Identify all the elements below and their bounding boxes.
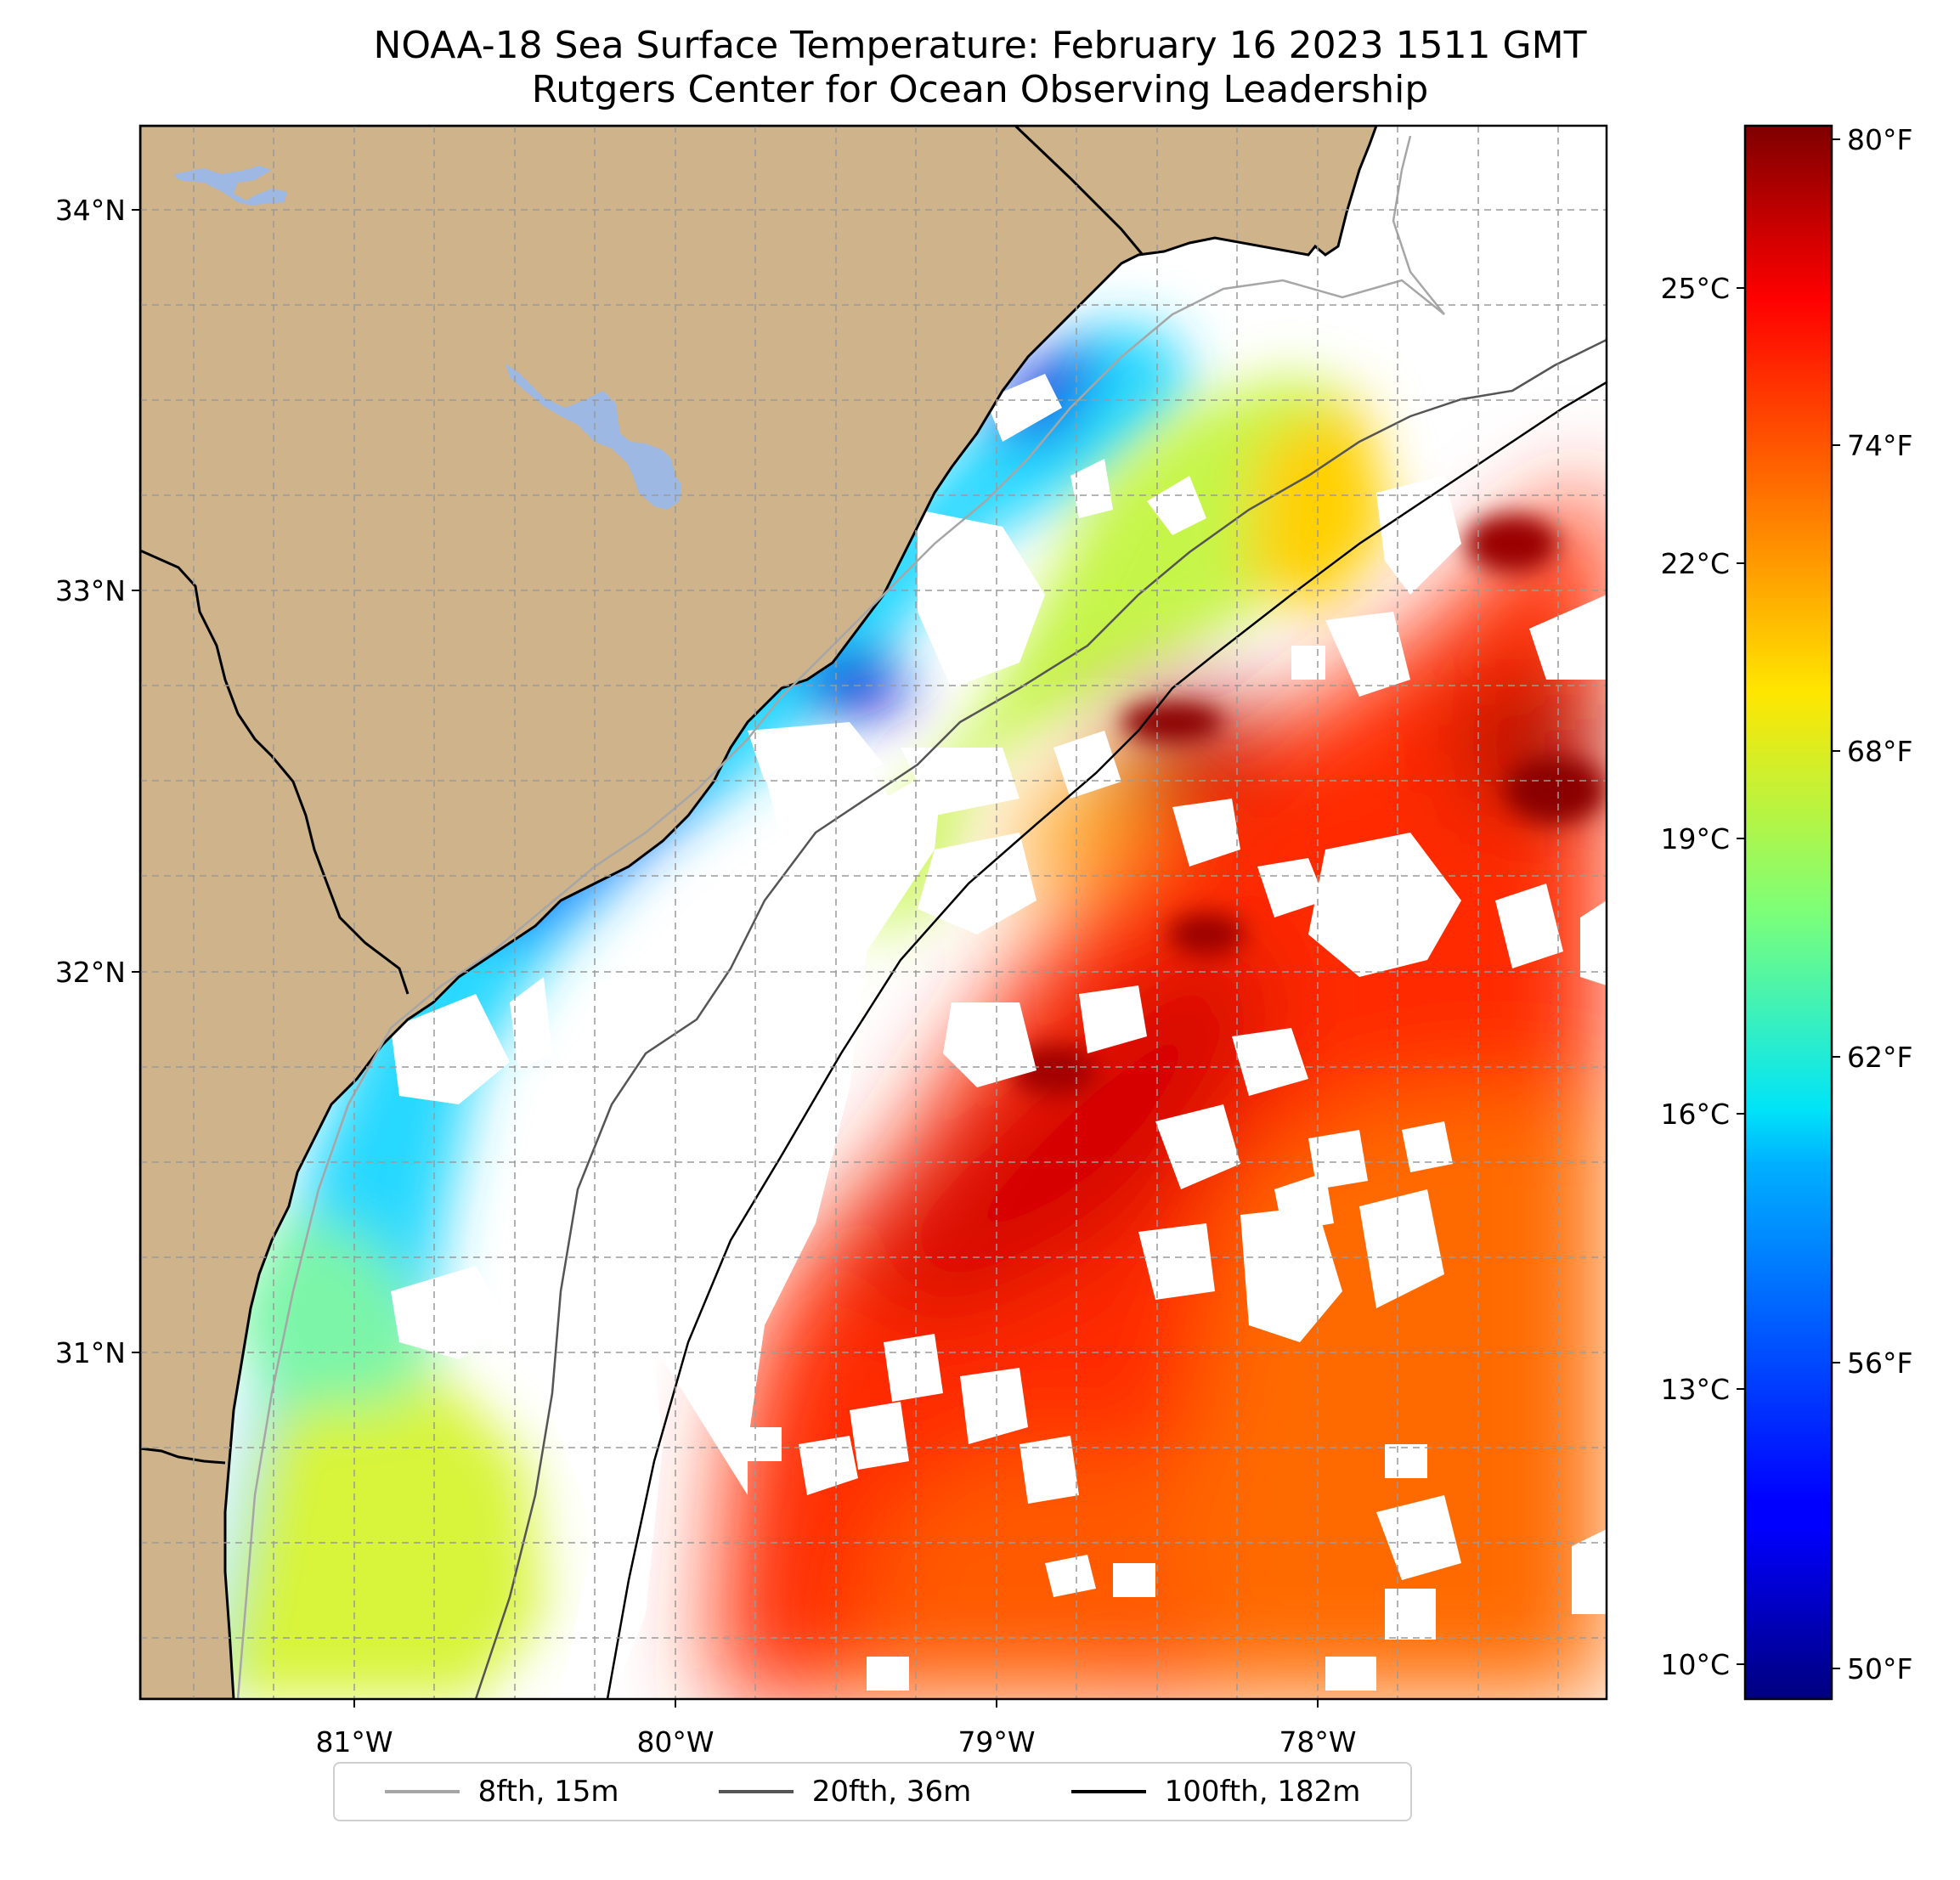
legend-item-20fth: 20fth, 36m [718,1775,972,1809]
contour-legend: 8fth, 15m 20fth, 36m 100fth, 182m [333,1762,1412,1821]
lat-label-34n: 34°N [55,194,126,227]
colorbar-label-80f: 80°F [1847,123,1912,156]
colorbar-label-68f: 68°F [1847,735,1912,768]
colorbar-label-56f: 56°F [1847,1346,1912,1380]
lat-label-32n: 32°N [55,956,126,989]
lon-label-79w: 79°W [957,1725,1035,1759]
legend-item-100fth: 100fth, 182m [1070,1775,1361,1809]
colorbar-label-22c: 22°C [1660,547,1730,580]
colorbar-label-13c: 13°C [1660,1373,1730,1406]
legend-line-100fth [1070,1790,1146,1793]
colorbar-label-62f: 62°F [1847,1041,1912,1074]
lat-label-31n: 31°N [55,1336,126,1369]
sst-dark-warm-patches [1011,514,1606,1096]
map-title: NOAA-18 Sea Surface Temperature: Februar… [373,24,1587,67]
colorbar-label-50f: 50°F [1847,1652,1912,1685]
map-area [140,126,1607,1699]
legend-line-8fth [384,1790,460,1793]
colorbar-label-19c: 19°C [1660,822,1730,855]
colorbar-label-16c: 16°C [1660,1098,1730,1131]
legend-label-8fth: 8fth, 15m [477,1775,619,1809]
colorbar-label-10c: 10°C [1660,1648,1730,1681]
contour-8fth-15m [236,135,1445,1699]
colorbar-ticks [1737,138,1840,1669]
inland-water [174,166,681,510]
state-boundaries [140,126,1144,1465]
legend-label-20fth: 20fth, 36m [811,1775,972,1809]
lon-label-78w: 78°W [1279,1725,1356,1759]
contour-100fth-182m [606,381,1607,1699]
bathymetry-contours [236,135,1607,1699]
colorbar-label-25c: 25°C [1660,272,1730,305]
lon-label-80w: 80°W [636,1725,714,1759]
legend-item-8fth: 8fth, 15m [384,1775,619,1809]
lat-label-33n: 33°N [55,574,126,607]
map-frame [138,124,1608,1701]
map-subtitle: Rutgers Center for Ocean Observing Leade… [531,68,1429,111]
legend-line-20fth [718,1790,794,1793]
colorbar-label-74f: 74°F [1847,429,1912,462]
gridlines [140,126,1607,1699]
land [140,126,1378,1699]
cloud-mask [391,374,1607,1699]
contour-20fth-36m [474,338,1607,1699]
lon-label-81w: 81°W [315,1725,393,1759]
axis-ticks [132,209,1319,1708]
colorbar [1743,124,1833,1701]
legend-label-100fth: 100fth, 182m [1164,1775,1361,1809]
